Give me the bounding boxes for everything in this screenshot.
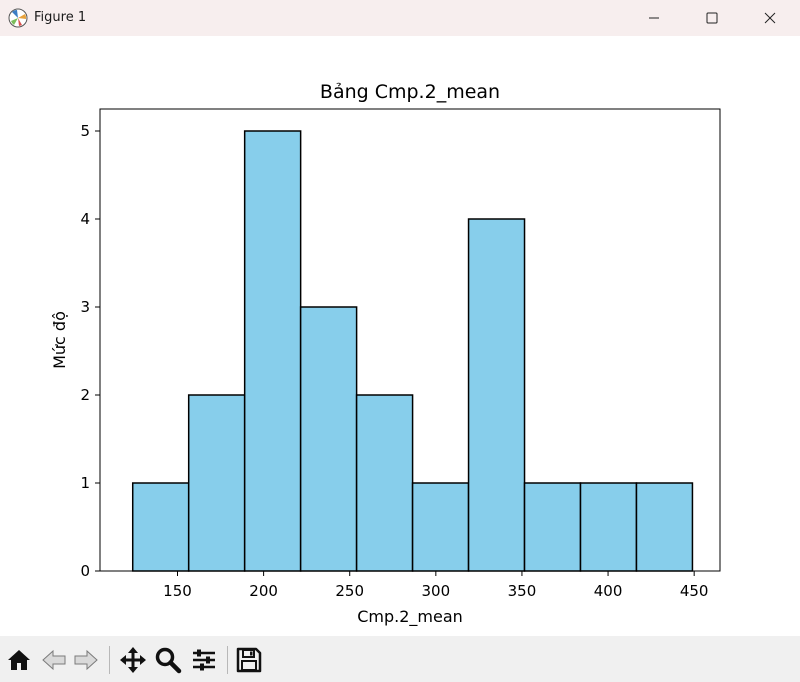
y-tick-label: 1 <box>80 474 90 492</box>
x-tick-label: 150 <box>163 582 192 600</box>
y-axis-label: Mức độ <box>50 311 69 369</box>
window-titlebar: Figure 1 <box>0 0 800 36</box>
configure-subplots-icon <box>193 649 215 671</box>
x-tick-label: 200 <box>249 582 278 600</box>
histogram-chart: Bảng Cmp.2_mean 150 200 250 300 350 400 450 0 1 2… <box>50 81 721 627</box>
figure-canvas[interactable]: Bảng Cmp.2_mean 150 200 250 300 350 400 450 0 1 2… <box>0 36 800 636</box>
histogram-bar-2 <box>187 394 246 572</box>
close-button[interactable] <box>741 0 799 36</box>
histogram-bar-10 <box>635 482 694 572</box>
x-tick-label: 300 <box>422 582 451 600</box>
x-tick-label: 350 <box>508 582 537 600</box>
minimize-button[interactable] <box>625 0 683 36</box>
histogram-bar-3 <box>243 130 302 572</box>
maximize-button[interactable] <box>683 0 741 36</box>
histogram-bar-4 <box>299 306 358 572</box>
bars-layer <box>131 130 694 572</box>
y-tick-label: 2 <box>80 386 90 404</box>
save-button[interactable] <box>235 646 263 674</box>
configure-subplots-button[interactable] <box>190 646 218 674</box>
minimize-icon <box>649 17 659 19</box>
toolbar-separator <box>227 646 228 674</box>
histogram-bar-5 <box>355 394 414 572</box>
save-icon <box>236 647 262 673</box>
back-icon <box>42 649 66 671</box>
back-button[interactable] <box>40 646 68 674</box>
home-icon <box>8 650 30 670</box>
zoom-button[interactable] <box>154 646 182 674</box>
y-tick-label: 5 <box>80 122 90 140</box>
histogram-bar-9 <box>579 482 638 572</box>
x-tick-label: 250 <box>335 582 364 600</box>
histogram-bar-7 <box>467 218 526 572</box>
chart-title: Bảng Cmp.2_mean <box>320 81 500 103</box>
x-axis-label: Cmp.2_mean <box>357 607 463 627</box>
forward-icon <box>74 649 98 671</box>
pan-icon <box>120 647 146 673</box>
y-tick-label: 0 <box>80 562 90 580</box>
histogram-bar-1 <box>131 482 190 572</box>
y-tick-label: 4 <box>80 210 90 228</box>
histogram-bar-8 <box>523 482 582 572</box>
y-tick-label: 3 <box>80 298 90 316</box>
forward-button[interactable] <box>72 646 100 674</box>
pan-button[interactable] <box>119 646 147 674</box>
x-tick-label: 400 <box>594 582 623 600</box>
maximize-icon <box>706 12 718 24</box>
home-button[interactable] <box>5 646 33 674</box>
ticks-layer: 150 200 250 300 350 400 450 0 1 2 3 4 5 <box>80 122 708 600</box>
window-title: Figure 1 <box>34 10 87 25</box>
plot-frame <box>99 108 721 572</box>
toolbar-separator <box>109 646 110 674</box>
navigation-toolbar <box>0 636 800 682</box>
histogram-bar-6 <box>411 482 470 572</box>
x-tick-label: 450 <box>680 582 709 600</box>
zoom-icon <box>155 647 182 674</box>
close-icon <box>764 12 776 24</box>
matplotlib-logo-icon <box>8 8 28 28</box>
